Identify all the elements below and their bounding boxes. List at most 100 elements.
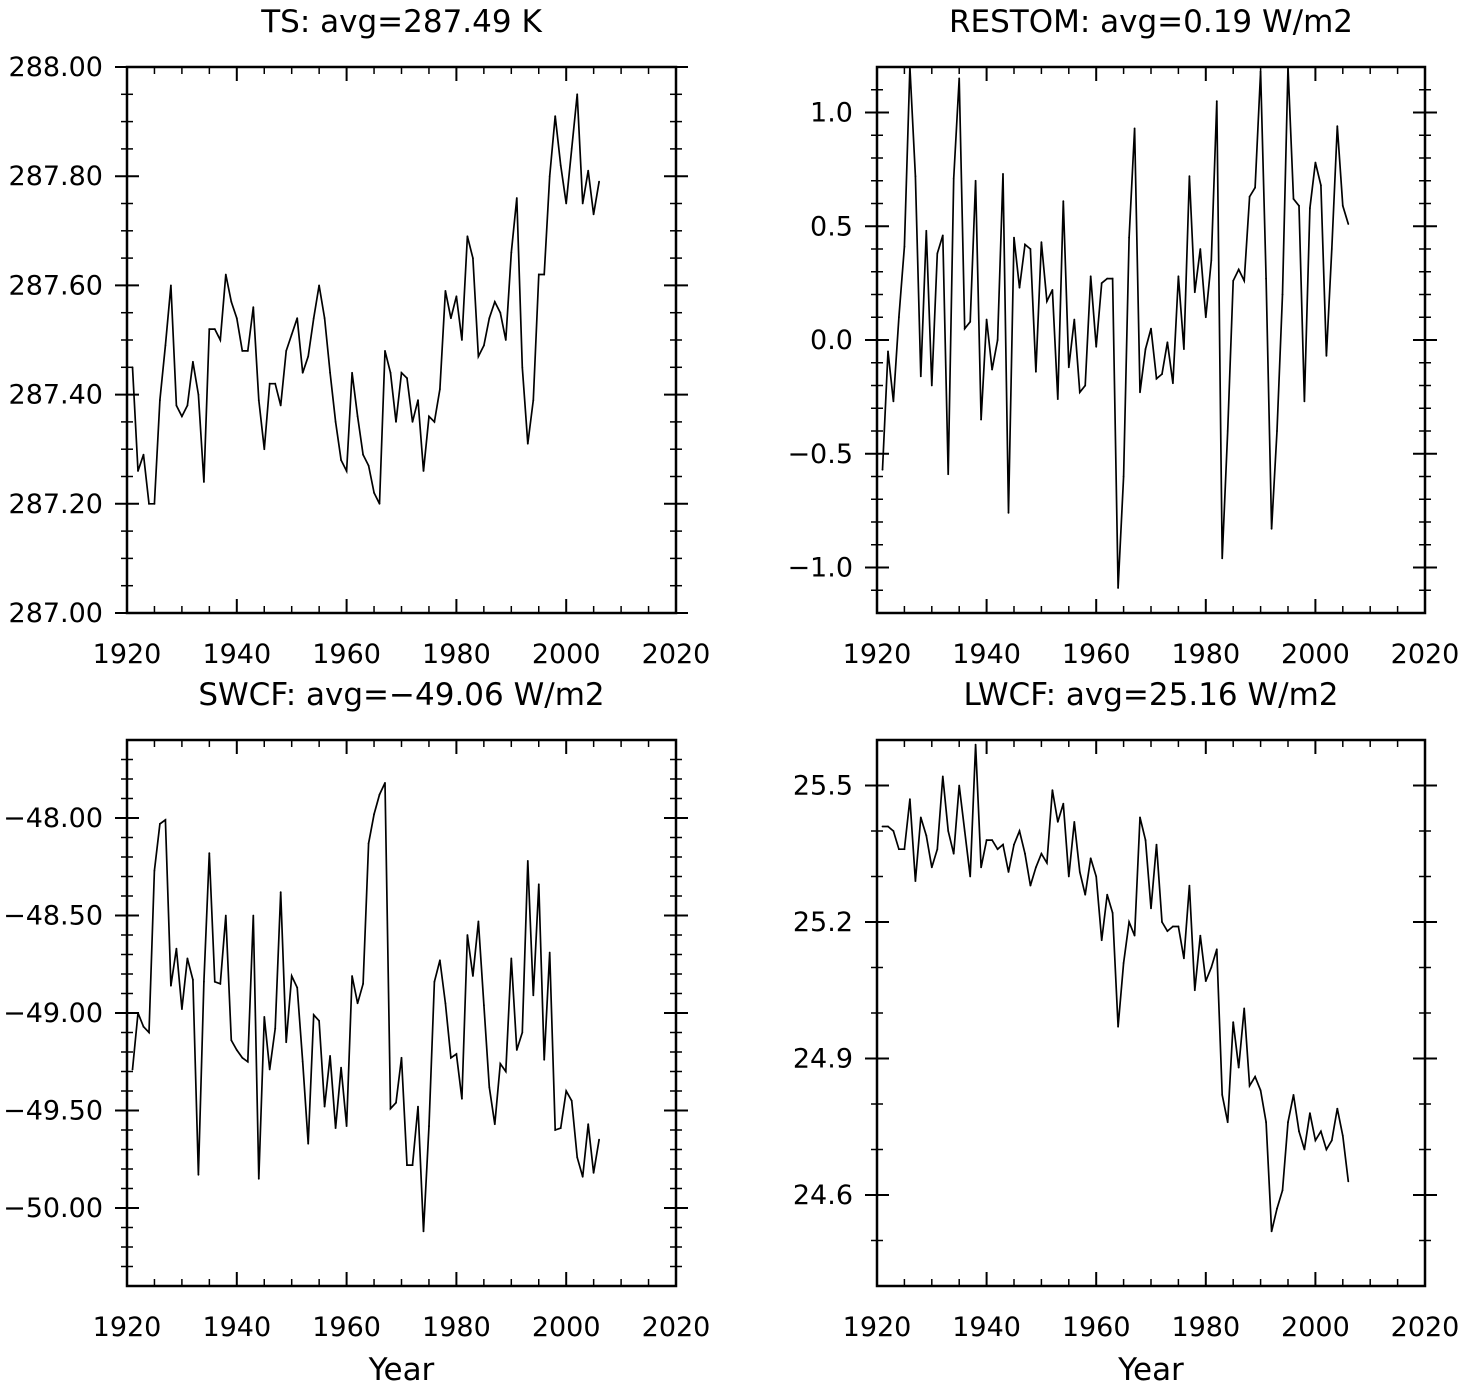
data-point	[947, 830, 950, 832]
data-point	[1133, 127, 1136, 130]
data-point	[1193, 989, 1196, 992]
plot-frame	[875, 738, 1427, 1288]
data-point	[974, 179, 977, 182]
data-point	[898, 848, 900, 851]
data-point	[1166, 930, 1169, 932]
data-point	[1155, 377, 1158, 380]
data-point	[515, 1049, 518, 1051]
y-tick-label: 24.6	[793, 1180, 853, 1211]
y-tick-label: −49.00	[3, 998, 103, 1029]
data-point	[1243, 279, 1246, 282]
data-point	[400, 1056, 403, 1059]
data-point	[411, 1164, 414, 1166]
data-point	[1106, 893, 1109, 896]
data-point	[1117, 587, 1119, 589]
data-point	[373, 492, 375, 494]
x-tick-label: 1940	[202, 639, 271, 670]
data-point	[213, 980, 216, 983]
data-point	[345, 470, 348, 472]
x-tick-label: 2000	[1281, 1312, 1350, 1343]
data-point	[175, 404, 178, 407]
data-point	[543, 273, 546, 276]
data-point	[521, 1031, 524, 1034]
data-point	[296, 317, 299, 320]
data-point	[351, 371, 353, 374]
y-tick-label: 0.5	[810, 211, 853, 242]
x-tick-label: 1980	[422, 639, 491, 670]
data-point	[914, 880, 917, 882]
x-tick-label: 1940	[202, 1312, 271, 1343]
data-point	[1215, 100, 1218, 102]
x-axis-label: Year	[368, 1352, 435, 1383]
data-point	[1292, 1094, 1295, 1096]
series-line	[882, 744, 1350, 1232]
data-point	[1336, 125, 1339, 128]
y-tick-label: −1.0	[787, 553, 853, 584]
data-point	[598, 1138, 600, 1141]
data-point	[1188, 884, 1191, 887]
data-point	[406, 377, 408, 380]
data-point	[1237, 268, 1240, 271]
data-point	[543, 1058, 546, 1061]
data-point	[1024, 852, 1026, 855]
data-point	[526, 442, 529, 445]
data-point	[131, 366, 134, 369]
data-point	[312, 317, 315, 320]
data-point	[252, 914, 255, 917]
data-point	[1303, 400, 1306, 403]
data-point	[257, 1177, 260, 1180]
data-point	[477, 355, 480, 358]
data-point	[378, 793, 381, 796]
x-tick-label: 2000	[532, 1312, 601, 1343]
data-point	[483, 1004, 485, 1007]
data-point	[1133, 934, 1136, 937]
data-point	[1024, 243, 1026, 246]
data-point	[159, 399, 161, 401]
data-point	[1035, 370, 1037, 373]
data-point	[504, 339, 507, 341]
data-point	[175, 947, 178, 950]
y-tick-label: −0.5	[787, 439, 853, 470]
y-tick-label: 287.40	[9, 380, 103, 411]
data-point	[230, 300, 233, 303]
data-point	[1259, 1089, 1262, 1092]
data-point	[1067, 366, 1070, 369]
data-point	[219, 982, 222, 985]
data-point	[1029, 248, 1032, 250]
data-point	[1067, 875, 1070, 878]
data-point	[384, 350, 386, 352]
data-point	[919, 375, 922, 378]
data-point	[318, 1019, 320, 1022]
data-point	[356, 1002, 359, 1005]
data-point	[153, 869, 156, 872]
data-point	[1341, 1134, 1344, 1137]
data-point	[466, 235, 469, 238]
data-point	[329, 371, 331, 374]
data-point	[428, 1125, 430, 1127]
data-point	[1007, 512, 1010, 514]
data-point	[1128, 236, 1130, 239]
data-point	[307, 355, 310, 358]
data-point	[985, 318, 988, 321]
data-point	[246, 1060, 249, 1063]
data-point	[991, 368, 993, 371]
data-point	[164, 344, 167, 347]
data-point	[290, 333, 293, 336]
data-point	[235, 317, 238, 320]
data-point	[1232, 279, 1235, 282]
data-point	[996, 848, 999, 851]
data-point	[887, 825, 889, 828]
chart-panel-1: TS: avg=287.49 K 1920 1940 1960 1980 2000 2020…	[9, 4, 711, 670]
data-point	[263, 448, 266, 451]
data-point	[219, 339, 222, 341]
data-point	[362, 453, 364, 456]
x-tick-label: 1960	[312, 1312, 381, 1343]
data-point	[1040, 241, 1043, 244]
x-tick-label: 2000	[532, 639, 601, 670]
data-point	[532, 994, 535, 997]
data-point	[170, 284, 172, 287]
data-point	[1150, 907, 1152, 910]
data-point	[224, 273, 227, 276]
data-point	[510, 957, 513, 960]
data-point	[422, 1230, 425, 1233]
